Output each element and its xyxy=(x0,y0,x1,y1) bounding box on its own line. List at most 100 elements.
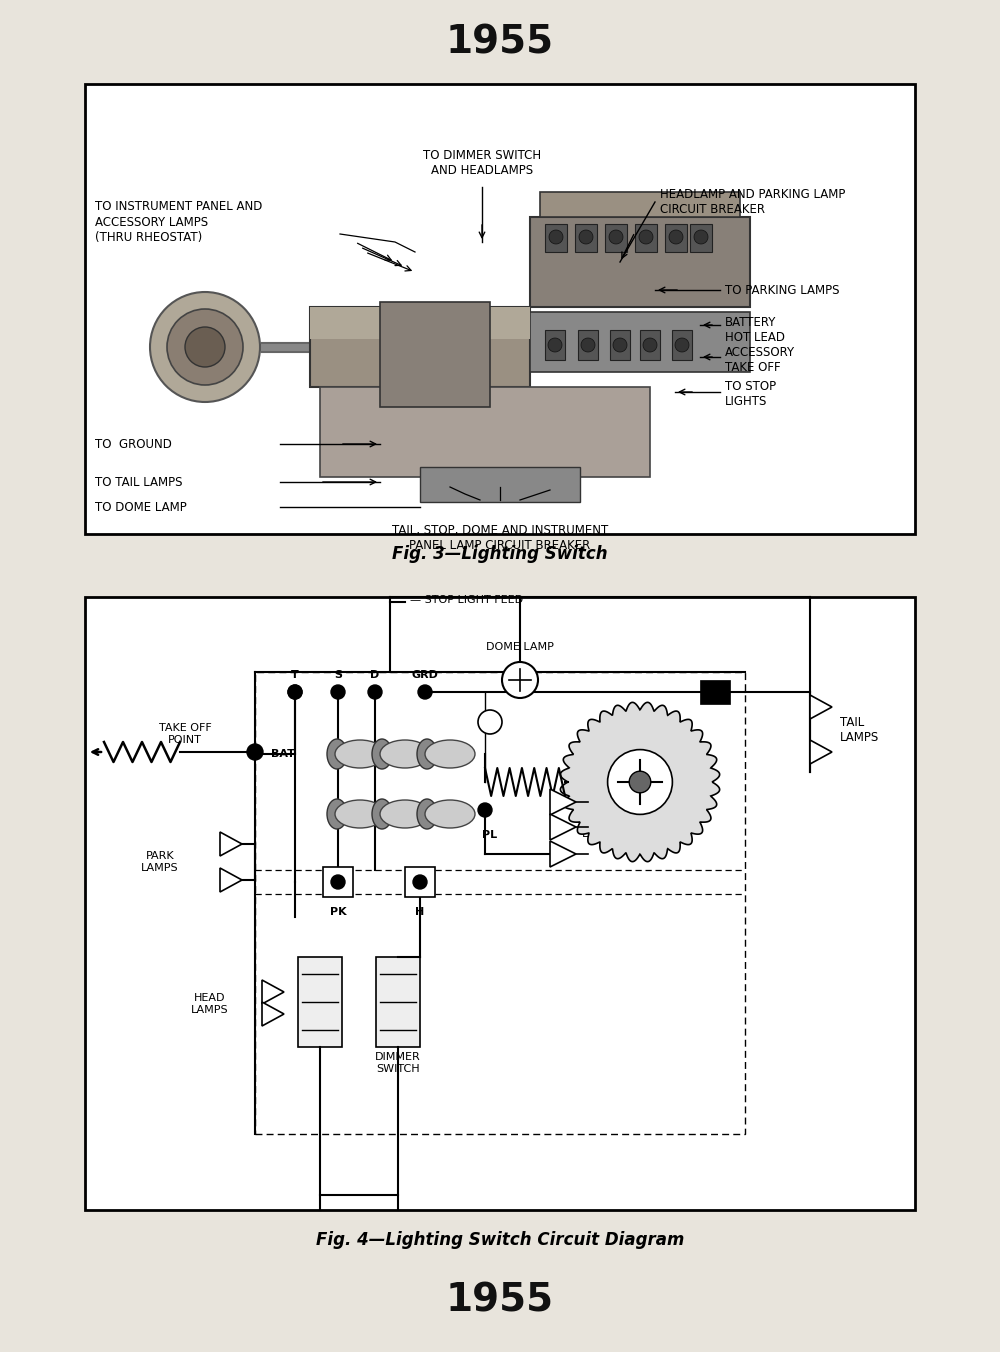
Bar xyxy=(578,330,598,360)
Text: D: D xyxy=(370,671,380,680)
Text: TAIL, STOP, DOME AND INSTRUMENT
PANEL LAMP CIRCUIT BREAKER: TAIL, STOP, DOME AND INSTRUMENT PANEL LA… xyxy=(392,525,608,552)
Ellipse shape xyxy=(380,740,430,768)
Bar xyxy=(635,224,657,251)
Text: PL: PL xyxy=(482,830,498,840)
Bar xyxy=(376,957,420,1046)
Bar xyxy=(690,224,712,251)
Bar xyxy=(420,466,580,502)
Bar xyxy=(405,867,435,896)
Ellipse shape xyxy=(335,740,385,768)
Bar xyxy=(575,224,597,251)
Text: PANEL
LAMPS: PANEL LAMPS xyxy=(582,817,620,838)
Circle shape xyxy=(581,338,595,352)
Text: PARK
LAMPS: PARK LAMPS xyxy=(141,852,179,873)
Circle shape xyxy=(548,338,562,352)
Text: TAIL
LAMPS: TAIL LAMPS xyxy=(840,717,879,744)
Text: S: S xyxy=(334,671,342,680)
Bar xyxy=(530,218,750,307)
Bar xyxy=(85,598,915,1210)
Circle shape xyxy=(288,685,302,699)
Bar xyxy=(540,192,740,218)
Circle shape xyxy=(608,749,672,814)
Text: TO DIMMER SWITCH
AND HEADLAMPS: TO DIMMER SWITCH AND HEADLAMPS xyxy=(423,149,541,177)
Circle shape xyxy=(368,685,382,699)
Bar xyxy=(545,330,565,360)
Polygon shape xyxy=(220,831,242,856)
Circle shape xyxy=(331,685,345,699)
Circle shape xyxy=(331,875,345,890)
Text: TO  GROUND: TO GROUND xyxy=(95,438,172,450)
Polygon shape xyxy=(550,790,576,815)
Circle shape xyxy=(418,685,432,699)
Circle shape xyxy=(413,875,427,890)
Polygon shape xyxy=(262,1002,284,1026)
Text: Fig. 3—Lighting Switch: Fig. 3—Lighting Switch xyxy=(392,545,608,562)
Text: 1955: 1955 xyxy=(446,1280,554,1320)
Circle shape xyxy=(629,771,651,792)
Text: TO INSTRUMENT PANEL AND
ACCESSORY LAMPS
(THRU RHEOSTAT): TO INSTRUMENT PANEL AND ACCESSORY LAMPS … xyxy=(95,200,262,243)
Circle shape xyxy=(167,310,243,385)
Text: TO STOP
LIGHTS: TO STOP LIGHTS xyxy=(725,380,776,408)
Ellipse shape xyxy=(425,800,475,827)
Bar xyxy=(85,84,915,534)
Ellipse shape xyxy=(335,800,385,827)
Polygon shape xyxy=(220,868,242,892)
Text: 1955: 1955 xyxy=(446,23,554,61)
Circle shape xyxy=(694,230,708,243)
Text: TAKE OFF
POINT: TAKE OFF POINT xyxy=(159,723,211,745)
Ellipse shape xyxy=(417,740,437,769)
Text: TO DOME LAMP: TO DOME LAMP xyxy=(95,500,187,514)
Bar xyxy=(605,224,627,251)
Circle shape xyxy=(643,338,657,352)
Text: PK: PK xyxy=(330,907,346,917)
Text: ACCESSORY
TAKE OFF: ACCESSORY TAKE OFF xyxy=(725,346,795,375)
Circle shape xyxy=(549,230,563,243)
Bar xyxy=(530,312,750,372)
Circle shape xyxy=(502,662,538,698)
Text: T: T xyxy=(291,671,299,680)
Ellipse shape xyxy=(372,740,392,769)
Text: HEAD
LAMPS: HEAD LAMPS xyxy=(191,994,229,1015)
Polygon shape xyxy=(550,814,576,840)
Ellipse shape xyxy=(372,799,392,829)
Bar xyxy=(310,307,530,387)
Bar xyxy=(640,330,660,360)
Circle shape xyxy=(669,230,683,243)
Text: GRD: GRD xyxy=(412,671,438,680)
Circle shape xyxy=(247,744,263,760)
Ellipse shape xyxy=(380,800,430,827)
Text: BATTERY
HOT LEAD: BATTERY HOT LEAD xyxy=(725,316,785,343)
Ellipse shape xyxy=(327,799,347,829)
Circle shape xyxy=(478,803,492,817)
Bar xyxy=(298,957,342,1046)
Bar xyxy=(700,680,730,704)
Bar xyxy=(545,224,567,251)
Text: H: H xyxy=(415,907,425,917)
Text: TO PARKING LAMPS: TO PARKING LAMPS xyxy=(725,284,840,296)
Text: DOME LAMP: DOME LAMP xyxy=(486,642,554,652)
Ellipse shape xyxy=(327,740,347,769)
Bar xyxy=(310,307,530,339)
Bar xyxy=(255,672,745,1134)
Circle shape xyxy=(288,685,302,699)
Circle shape xyxy=(609,230,623,243)
Circle shape xyxy=(579,230,593,243)
Circle shape xyxy=(613,338,627,352)
Polygon shape xyxy=(550,841,576,867)
Polygon shape xyxy=(810,695,832,719)
Text: DIMMER
SWITCH: DIMMER SWITCH xyxy=(375,1052,421,1073)
Circle shape xyxy=(185,327,225,366)
Circle shape xyxy=(150,292,260,402)
Text: HEADLAMP AND PARKING LAMP
CIRCUIT BREAKER: HEADLAMP AND PARKING LAMP CIRCUIT BREAKE… xyxy=(660,188,845,216)
Polygon shape xyxy=(262,980,284,1005)
Ellipse shape xyxy=(417,799,437,829)
Bar xyxy=(323,867,353,896)
Circle shape xyxy=(675,338,689,352)
Bar xyxy=(610,330,630,360)
Bar xyxy=(665,224,687,251)
Bar xyxy=(672,330,692,360)
Circle shape xyxy=(639,230,653,243)
Text: — STOP LIGHT FEED: — STOP LIGHT FEED xyxy=(410,595,523,604)
Bar xyxy=(320,387,650,477)
Text: Fig. 4—Lighting Switch Circuit Diagram: Fig. 4—Lighting Switch Circuit Diagram xyxy=(316,1232,684,1249)
